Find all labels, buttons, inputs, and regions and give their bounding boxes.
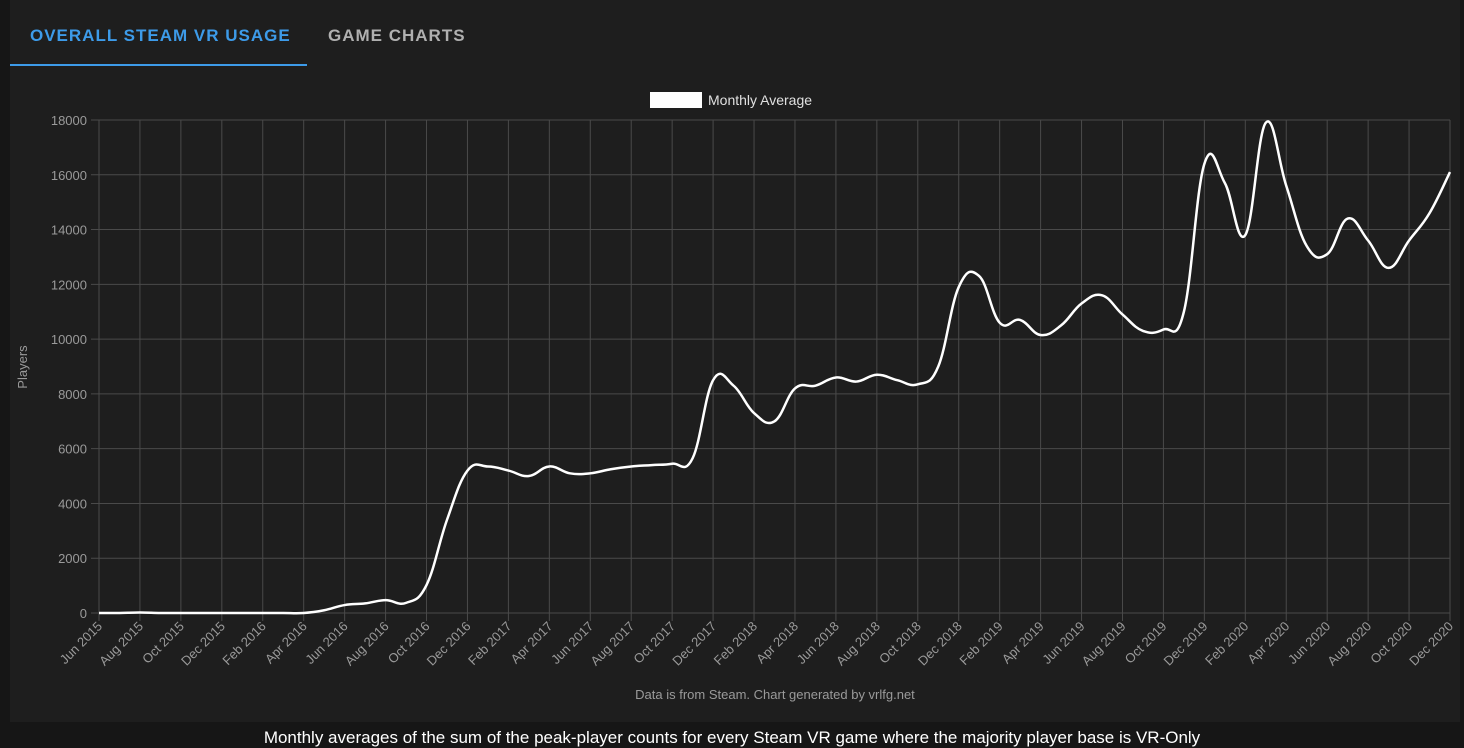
x-tick-label: Dec 2016 <box>424 619 474 669</box>
x-tick-label: Apr 2020 <box>1244 619 1292 667</box>
y-tick-label: 12000 <box>51 277 87 292</box>
x-tick-label: Feb 2016 <box>219 619 268 668</box>
x-tick-label: Aug 2017 <box>587 619 637 669</box>
legend-label: Monthly Average <box>708 92 812 108</box>
y-tick-label: 18000 <box>51 113 87 128</box>
y-tick-label: 16000 <box>51 168 87 183</box>
x-tick-label: Apr 2018 <box>753 619 801 667</box>
y-tick-label: 6000 <box>58 442 87 457</box>
tab-active[interactable]: OVERALL STEAM VR USAGE <box>30 26 291 45</box>
x-tick-label: Apr 2016 <box>262 619 310 667</box>
x-tick-label: Apr 2017 <box>508 619 556 667</box>
x-tick-label: Aug 2020 <box>1324 619 1374 669</box>
x-tick-label: Aug 2019 <box>1079 619 1129 669</box>
y-tick-label: 2000 <box>58 551 87 566</box>
x-tick-label: Aug 2015 <box>96 619 146 669</box>
y-tick-label: 0 <box>80 606 87 621</box>
legend-swatch <box>650 92 702 108</box>
x-tick-label: Dec 2018 <box>915 619 965 669</box>
x-tick-label: Aug 2018 <box>833 619 883 669</box>
x-tick-label: Dec 2017 <box>669 619 719 669</box>
x-tick-label: Feb 2020 <box>1202 619 1251 668</box>
chart: Players Data is from Steam. Chart genera… <box>15 92 1456 702</box>
y-tick-label: 8000 <box>58 387 87 402</box>
line-series <box>98 120 1452 615</box>
x-tick-label: Feb 2019 <box>956 619 1005 668</box>
x-tick-label: Apr 2019 <box>999 619 1047 667</box>
x-tick-label: Dec 2015 <box>178 619 228 669</box>
x-tick-label: Feb 2017 <box>465 619 514 668</box>
caption: Monthly averages of the sum of the peak-… <box>263 728 1201 747</box>
x-tick-label: Dec 2020 <box>1406 619 1456 669</box>
footnote: Data is from Steam. Chart generated by v… <box>635 687 915 702</box>
y-tick-label: 4000 <box>58 496 87 511</box>
y-tick-label: 14000 <box>51 223 87 238</box>
x-tick-label: Aug 2016 <box>342 619 392 669</box>
tab[interactable]: GAME CHARTS <box>328 26 466 45</box>
x-tick-label: Feb 2018 <box>711 619 760 668</box>
y-tick-label: 10000 <box>51 332 87 347</box>
tab-indicator <box>10 64 307 66</box>
y-axis-title: Players <box>15 345 30 389</box>
x-tick-label: Dec 2019 <box>1161 619 1211 669</box>
